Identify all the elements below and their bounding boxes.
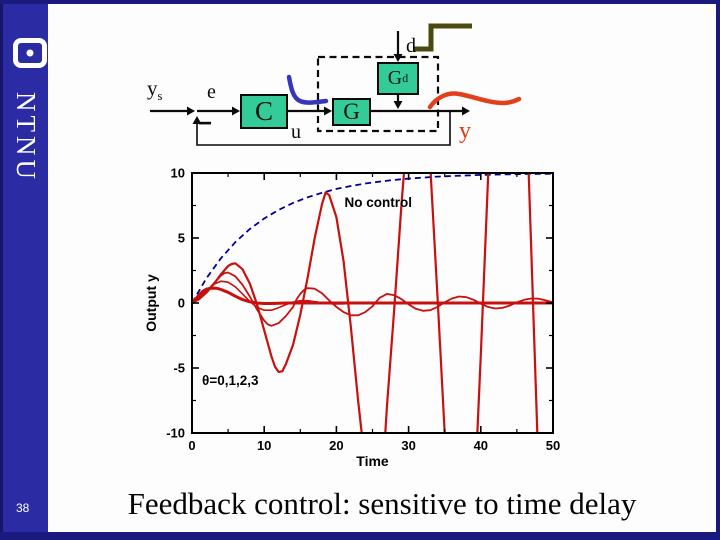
feedback-line xyxy=(196,111,451,146)
arrowhead xyxy=(187,106,195,116)
ntnu-logo-text: NTNU xyxy=(11,91,41,183)
ntnu-logo-icon xyxy=(13,38,47,68)
plant-block: G xyxy=(332,98,371,126)
controller-block: C xyxy=(240,94,288,129)
y-tick-label: -10 xyxy=(166,426,185,441)
red-response-sketch xyxy=(427,91,522,110)
arrowhead xyxy=(393,101,403,109)
y-tick-label: 10 xyxy=(171,166,185,181)
top-border xyxy=(0,0,720,4)
series-2 xyxy=(192,271,553,327)
x-tick-label: 30 xyxy=(401,438,415,453)
ntnu-logo-dot xyxy=(26,49,34,57)
x-tick-label: 10 xyxy=(257,438,271,453)
step-sketch xyxy=(414,23,472,52)
series-3 xyxy=(192,173,539,433)
x-axis-label: Time xyxy=(356,453,389,469)
series-no-control xyxy=(192,173,553,304)
arrowhead xyxy=(232,106,240,116)
arrowhead xyxy=(462,106,470,116)
sidebar: NTNU 38 xyxy=(0,4,48,532)
y-tick-label: 0 xyxy=(178,296,185,311)
y-axis-label: Output y xyxy=(143,274,159,332)
x-tick-label: 50 xyxy=(546,438,560,453)
control-input-label: u xyxy=(291,121,301,143)
plant-label: G xyxy=(343,99,360,124)
bottom-border xyxy=(0,532,720,540)
controller-label: C xyxy=(254,96,273,126)
y-tick-label: 5 xyxy=(178,231,185,246)
slide-title: Feedback control: sensitive to time dela… xyxy=(127,486,637,521)
gd-label-sub: d xyxy=(402,71,409,85)
x-tick-label: 0 xyxy=(188,438,195,453)
gd-label: G xyxy=(387,67,403,89)
page-number: 38 xyxy=(16,501,30,515)
arrowhead xyxy=(324,106,332,116)
minus-sign: − xyxy=(198,110,213,137)
setpoint-label: ys xyxy=(147,76,162,104)
plot-annotation: No control xyxy=(345,195,413,210)
plant-dashed-box xyxy=(316,55,440,133)
plot-annotation: θ=0,1,2,3 xyxy=(202,373,259,388)
output-label: y xyxy=(459,118,471,144)
error-label: e xyxy=(207,81,216,103)
right-border xyxy=(716,4,720,532)
disturbance-label: d xyxy=(406,35,416,57)
y-tick-label: -5 xyxy=(173,361,185,376)
arrowheads xyxy=(187,54,470,124)
x-tick-label: 20 xyxy=(329,438,343,453)
output-plot: 0 10 20 30 40 50 -10 -5 0 5 10 Time Output y No contr… xyxy=(143,166,560,470)
arrowhead xyxy=(192,116,202,124)
x-tick-label: 40 xyxy=(474,438,488,453)
signal-lines xyxy=(150,31,462,113)
setpoint-main: y xyxy=(147,76,158,100)
setpoint-sub: s xyxy=(157,89,163,104)
blue-response-sketch xyxy=(286,74,329,105)
